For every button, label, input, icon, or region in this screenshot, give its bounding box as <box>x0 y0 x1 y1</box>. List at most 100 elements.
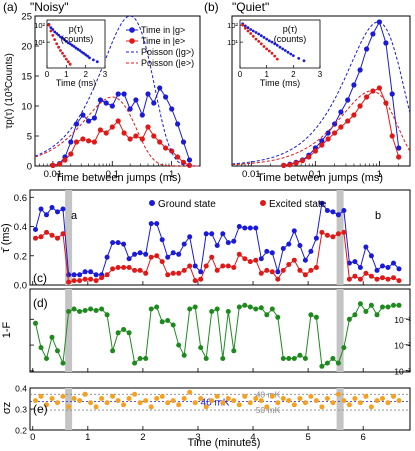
data-point-c-1 <box>291 257 297 263</box>
legend-poisson-e-text: Poisson (|e>) <box>141 58 194 68</box>
panel-a-inset-ylabel-1: p(τ) <box>69 24 84 34</box>
data-point-a-1 <box>68 151 74 157</box>
data-point-c-1 <box>115 265 121 270</box>
data-point-a-1 <box>145 124 151 130</box>
data-point-d <box>121 327 127 332</box>
data-point-a-1 <box>163 145 169 151</box>
highlight-band-e-1 <box>336 388 344 430</box>
y-tick-label-e: 0.2 <box>15 426 27 436</box>
data-point-d <box>346 316 352 322</box>
data-point-c-1 <box>352 273 358 279</box>
data-point-c-1 <box>181 267 187 273</box>
x-tick-label-e: 2 <box>140 432 145 443</box>
data-point-e <box>115 398 121 404</box>
data-point-e <box>187 389 193 395</box>
inset-point-a-1 <box>63 54 66 58</box>
data-point-a-1 <box>127 136 133 142</box>
panel-a-title: "Noisy" <box>30 0 69 14</box>
data-point-c-1 <box>275 276 281 282</box>
data-point-c-0 <box>258 256 264 262</box>
data-point-d <box>60 360 66 366</box>
x-tick-label-e: 0 <box>30 432 35 443</box>
inset-point-b-1 <box>243 26 247 30</box>
data-point-d <box>99 306 105 312</box>
data-point-c-0 <box>198 269 204 275</box>
data-point-a-0 <box>121 91 127 97</box>
data-point-a-1 <box>91 139 97 145</box>
panel-d: 10⁻³ 10⁻² 10⁻¹ (d) 1-F <box>1 288 411 376</box>
data-point-c-0 <box>126 256 132 262</box>
data-point-b-1 <box>345 118 351 124</box>
data-point-c-0 <box>66 272 72 278</box>
data-point-d <box>297 352 303 358</box>
data-point-b-1 <box>389 133 395 139</box>
data-point-a-0 <box>175 121 181 127</box>
data-point-e <box>159 393 165 399</box>
inset-point-b-1 <box>251 34 255 38</box>
data-point-d <box>291 356 297 361</box>
data-point-e <box>291 402 297 408</box>
data-point-c-1 <box>297 267 303 273</box>
data-point-d <box>396 302 402 308</box>
inset-point-a-1 <box>47 23 51 27</box>
data-point-d <box>203 356 209 361</box>
y-tick-label-a: 15 <box>21 72 32 83</box>
inset-point-b-1 <box>273 54 277 58</box>
data-point-c-1 <box>374 276 380 282</box>
data-point-d <box>269 306 275 312</box>
data-point-b-1 <box>325 136 331 142</box>
legend-poisson-g-text: Poisson (|g>) <box>141 47 194 57</box>
data-point-d <box>209 309 215 314</box>
inset-x-tick-label-a: 2 <box>83 70 88 79</box>
y-tick-label-c: 0.2 <box>14 251 27 262</box>
data-point-c-0 <box>187 234 193 240</box>
data-point-e <box>330 400 336 406</box>
data-point-b-1 <box>351 112 357 118</box>
data-point-d <box>286 356 292 361</box>
data-point-c-0 <box>148 221 154 227</box>
data-point-c-0 <box>225 240 231 246</box>
y-tick-label-e: 0.3 <box>15 405 27 415</box>
data-point-c-0 <box>115 240 121 246</box>
data-point-e <box>286 398 292 404</box>
legend-excited-state-text: Excited state <box>269 199 327 210</box>
data-point-c-0 <box>165 254 171 260</box>
data-point-c-0 <box>335 212 341 218</box>
data-point-c-0 <box>176 251 182 257</box>
data-point-d <box>258 305 264 311</box>
data-point-c-0 <box>104 254 110 260</box>
inset-point-a-1 <box>51 34 55 37</box>
series-line-c-1 <box>35 231 400 283</box>
data-point-e <box>77 398 83 404</box>
data-point-c-1 <box>380 275 385 281</box>
panel-a-inset-xlabel: Time (ms) <box>56 78 96 88</box>
inset-point-a-1 <box>64 57 68 61</box>
data-point-b-0 <box>325 130 331 136</box>
data-point-c-1 <box>324 232 330 238</box>
inset-point-b-1 <box>275 57 279 61</box>
data-point-a-0 <box>80 112 86 118</box>
data-point-c-0 <box>121 241 127 247</box>
data-point-a-0 <box>73 121 80 127</box>
data-point-c-1 <box>308 267 314 273</box>
data-point-b-1 <box>293 160 299 166</box>
inset-point-a-1 <box>68 62 72 66</box>
y-tick-label-d: 10⁻² <box>394 341 411 351</box>
panel-c-legend: Ground state Excited state <box>149 199 327 210</box>
highlight-band-d-1 <box>336 289 344 372</box>
x-tick-label-e: 4 <box>250 432 255 443</box>
data-point-d <box>187 306 193 312</box>
data-point-c-1 <box>214 267 220 273</box>
data-point-d <box>44 356 49 361</box>
data-point-d <box>148 306 154 312</box>
data-point-c-1 <box>121 265 127 270</box>
series-line-a-1 <box>52 120 190 166</box>
data-point-a-1 <box>175 154 181 160</box>
data-point-c-1 <box>38 234 44 240</box>
data-point-c-0 <box>214 243 220 248</box>
data-point-c-0 <box>77 272 83 278</box>
data-point-c-0 <box>275 269 281 275</box>
data-point-c-0 <box>269 250 275 256</box>
